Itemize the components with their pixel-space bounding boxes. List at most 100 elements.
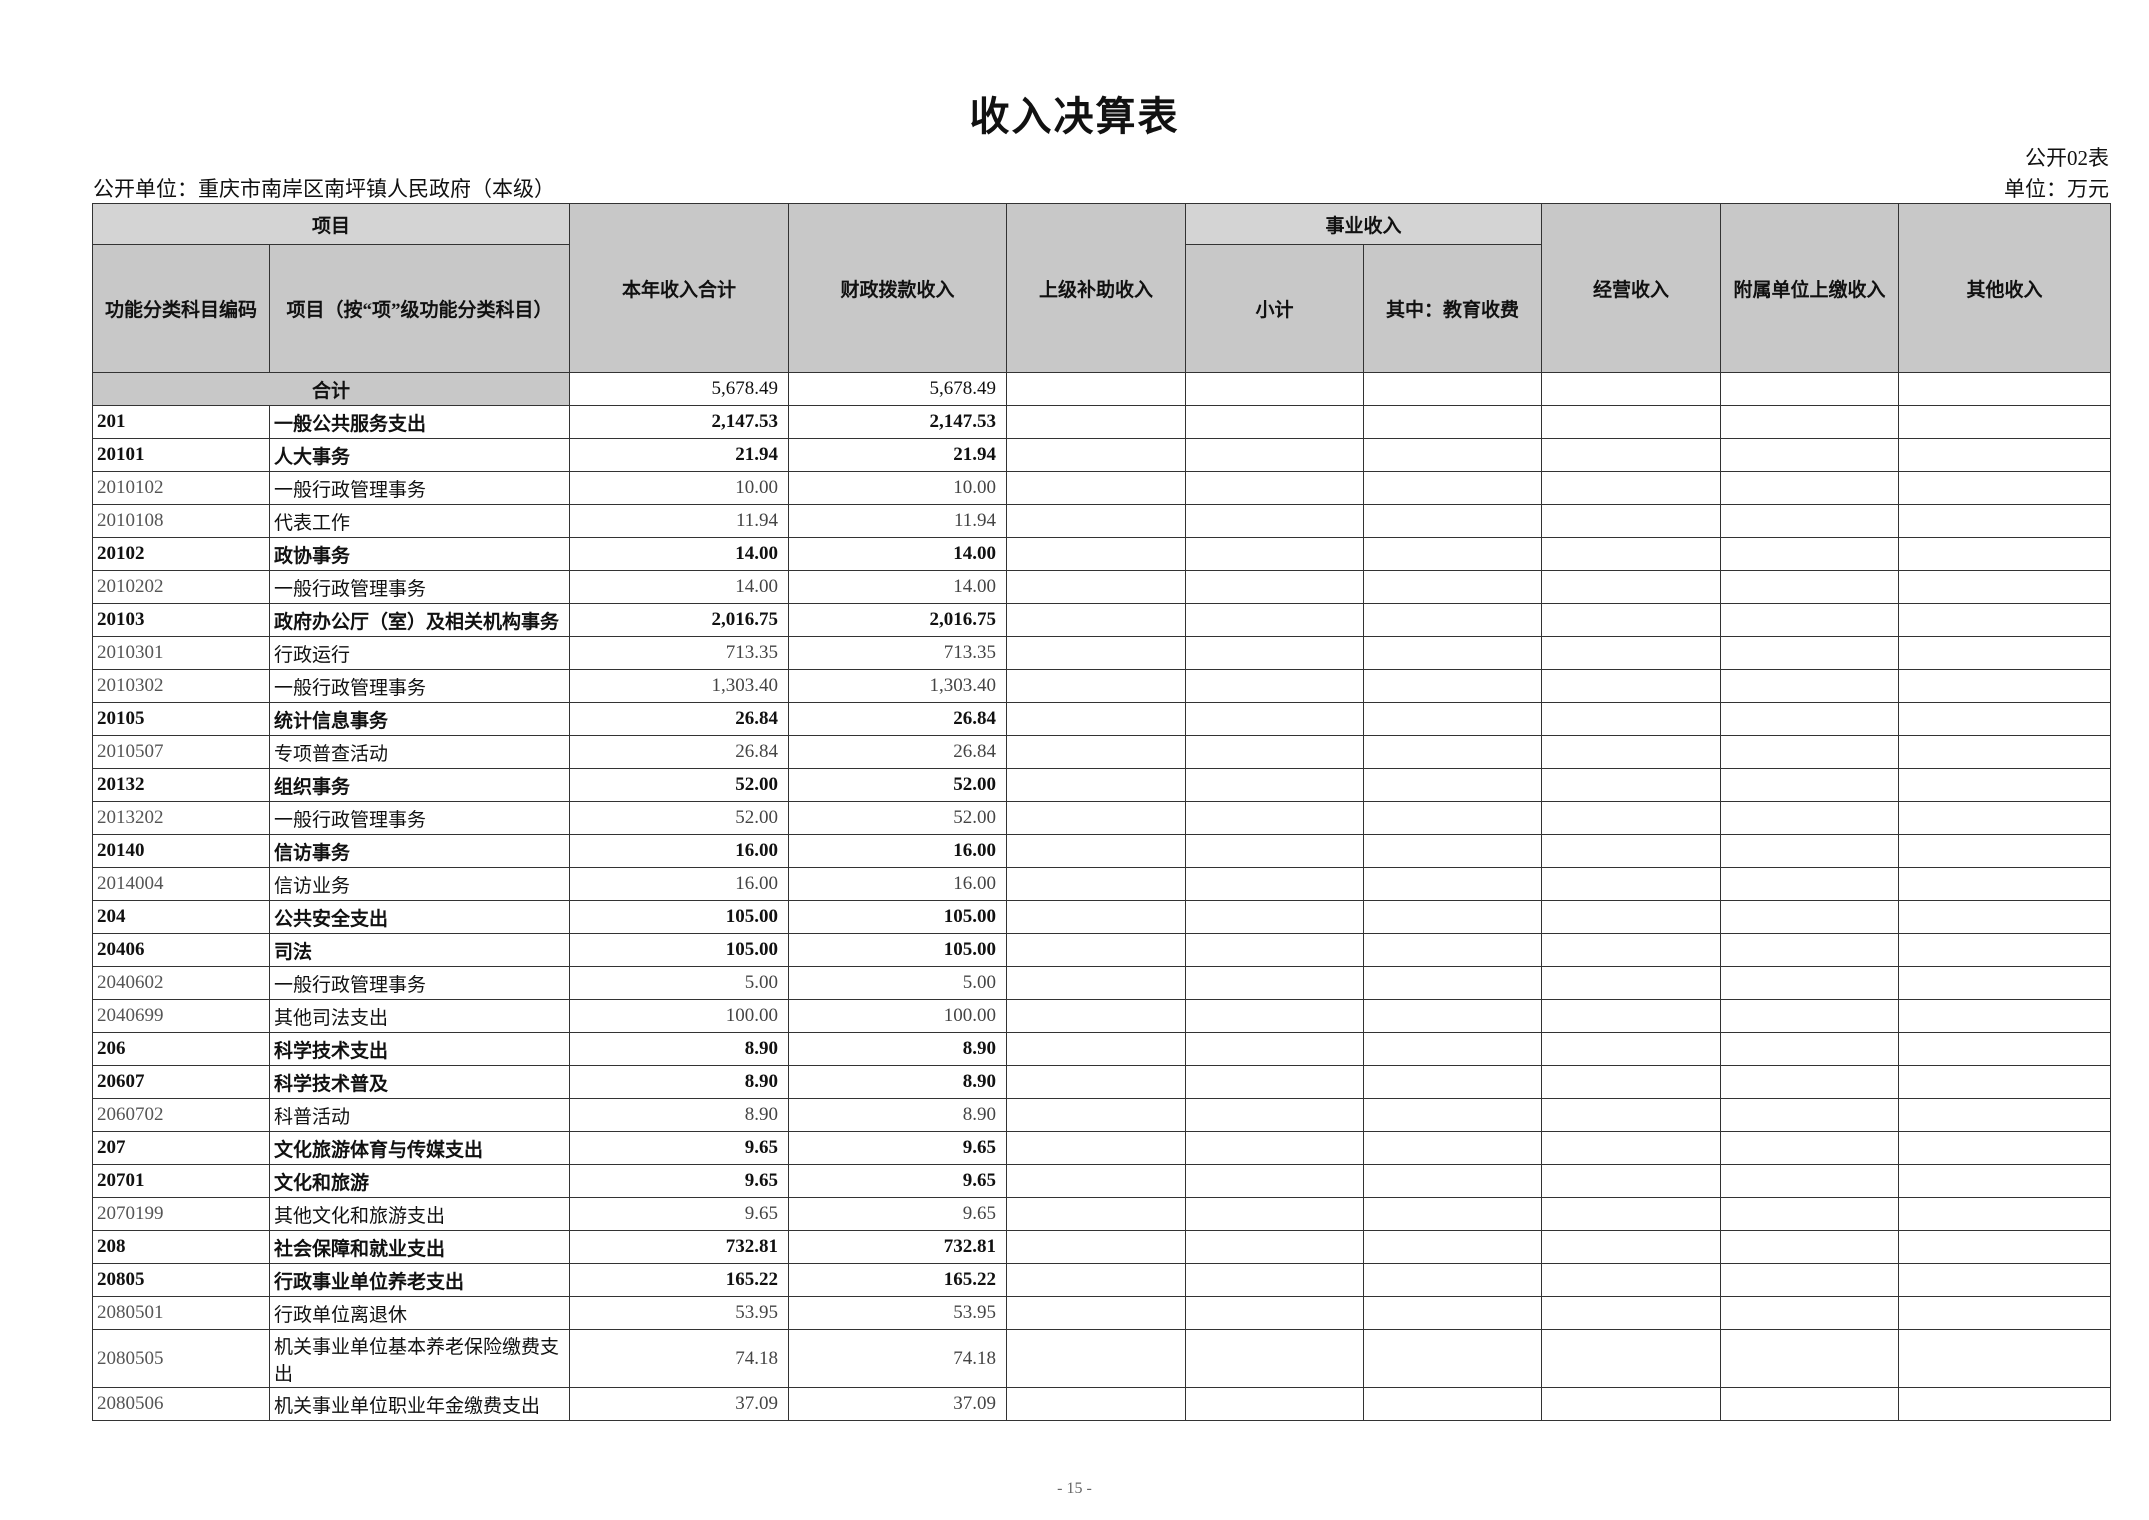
row-name: 文化和旅游: [268, 1164, 571, 1198]
row-fiscal: 165.22: [788, 1263, 1008, 1297]
row-fiscal: 2,016.75: [788, 603, 1008, 637]
empty-cell: [1541, 735, 1722, 769]
row-total: 14.00: [569, 537, 790, 571]
header-affiliated: 附属单位上缴收入: [1720, 203, 1900, 373]
row-total: 26.84: [569, 735, 790, 769]
row-code: 2014004: [92, 867, 270, 901]
row-fiscal: 8.90: [788, 1065, 1008, 1099]
empty-cell: [1006, 471, 1187, 505]
empty-cell: [1541, 834, 1722, 868]
empty-cell: [1898, 1131, 2112, 1165]
empty-cell: [1006, 1197, 1187, 1231]
empty-cell: [1363, 933, 1543, 967]
table-row: 20102 政协事务 14.00 14.00: [92, 537, 2112, 571]
empty-cell: [1185, 768, 1365, 802]
row-fiscal: 105.00: [788, 900, 1008, 934]
row-total: 11.94: [569, 504, 790, 538]
empty-cell: [1720, 867, 1900, 901]
empty-cell: [1006, 1065, 1187, 1099]
empty-cell: [1898, 801, 2112, 835]
empty-cell: [1185, 603, 1365, 637]
row-name: 信访业务: [268, 867, 571, 901]
empty-cell: [1006, 1387, 1187, 1421]
empty-cell: [1185, 900, 1365, 934]
table-row: 20105 统计信息事务 26.84 26.84: [92, 702, 2112, 736]
row-code: 20406: [92, 933, 270, 967]
empty-cell: [1720, 900, 1900, 934]
row-fiscal: 21.94: [788, 438, 1008, 472]
empty-cell: [1720, 537, 1900, 571]
empty-cell: [1185, 669, 1365, 703]
row-fiscal: 16.00: [788, 867, 1008, 901]
empty-cell: [1898, 1197, 2112, 1231]
empty-cell: [1185, 1197, 1365, 1231]
row-total: 37.09: [569, 1387, 790, 1421]
empty-cell: [1185, 438, 1365, 472]
row-code: 2010301: [92, 636, 270, 670]
row-code: 20701: [92, 1164, 270, 1198]
table-row: 2010108 代表工作 11.94 11.94: [92, 504, 2112, 538]
empty-cell: [1541, 966, 1722, 1000]
header-superior: 上级补助收入: [1006, 203, 1187, 373]
row-name: 机关事业单位职业年金缴费支出: [268, 1387, 571, 1421]
empty-cell: [1363, 834, 1543, 868]
row-name: 人大事务: [268, 438, 571, 472]
empty-cell: [1185, 537, 1365, 571]
row-name: 一般行政管理事务: [268, 966, 571, 1000]
empty-cell: [1541, 636, 1722, 670]
header-operating: 经营收入: [1541, 203, 1722, 373]
row-code: 2070199: [92, 1197, 270, 1231]
empty-cell: [1185, 1296, 1365, 1330]
empty-cell: [1898, 636, 2112, 670]
row-name: 行政运行: [268, 636, 571, 670]
row-code: 2080506: [92, 1387, 270, 1421]
table-row: 2010102 一般行政管理事务 10.00 10.00: [92, 471, 2112, 505]
row-code: 208: [92, 1230, 270, 1264]
empty-cell: [1185, 735, 1365, 769]
header-total: 本年收入合计: [569, 203, 790, 373]
page-number: - 15 -: [1057, 1480, 1092, 1497]
row-code: 206: [92, 1032, 270, 1066]
table-row: 206 科学技术支出 8.90 8.90: [92, 1032, 2112, 1066]
empty-cell: [1006, 702, 1187, 736]
empty-cell: [1898, 1065, 2112, 1099]
empty-cell: [1720, 405, 1900, 439]
row-name: 一般行政管理事务: [268, 801, 571, 835]
empty-cell: [1720, 504, 1900, 538]
row-code: 2040699: [92, 999, 270, 1033]
empty-cell: [1720, 1296, 1900, 1330]
empty-cell: [1006, 999, 1187, 1033]
table-row: 20406 司法 105.00 105.00: [92, 933, 2112, 967]
row-name: 社会保障和就业支出: [268, 1230, 571, 1264]
empty-cell: [1363, 702, 1543, 736]
empty-cell: [1363, 768, 1543, 802]
empty-cell: [1720, 801, 1900, 835]
empty-cell: [1006, 1032, 1187, 1066]
table-row: 2010302 一般行政管理事务 1,303.40 1,303.40: [92, 669, 2112, 703]
empty-cell: [1185, 1230, 1365, 1264]
header-education: 其中：教育收费: [1363, 244, 1543, 373]
empty-cell: [1185, 504, 1365, 538]
row-total: 713.35: [569, 636, 790, 670]
empty-cell: [1720, 1263, 1900, 1297]
empty-cell: [1185, 1131, 1365, 1165]
empty-cell: [1185, 834, 1365, 868]
empty-cell: [1006, 1329, 1187, 1388]
row-fiscal: 713.35: [788, 636, 1008, 670]
row-fiscal: 52.00: [788, 768, 1008, 802]
row-code: 20101: [92, 438, 270, 472]
empty-cell: [1898, 504, 2112, 538]
empty-cell: [1898, 405, 2112, 439]
empty-cell: [1541, 801, 1722, 835]
row-total: 9.65: [569, 1164, 790, 1198]
table-row: 20701 文化和旅游 9.65 9.65: [92, 1164, 2112, 1198]
row-code: 20103: [92, 603, 270, 637]
row-name: 机关事业单位基本养老保险缴费支出: [268, 1329, 571, 1388]
table-row: 2014004 信访业务 16.00 16.00: [92, 867, 2112, 901]
row-name: 行政单位离退休: [268, 1296, 571, 1330]
reporting-unit: 公开单位：重庆市南岸区南坪镇人民政府（本级）: [93, 177, 555, 201]
table-row: 20132 组织事务 52.00 52.00: [92, 768, 2112, 802]
empty-cell: [1006, 1263, 1187, 1297]
row-name: 司法: [268, 933, 571, 967]
row-name: 科普活动: [268, 1098, 571, 1132]
